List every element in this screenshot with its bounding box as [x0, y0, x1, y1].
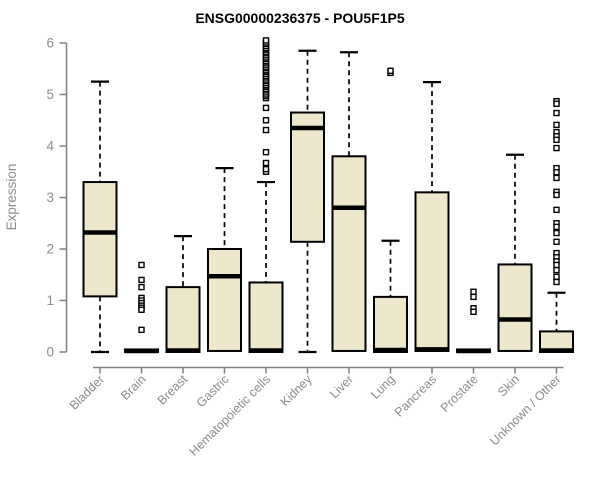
outlier-point-unknown-other: [553, 136, 560, 144]
plot-area: 0 1 2 3 4 5 6 Bladder Brain Breast GastricHematopo…: [46, 36, 574, 459]
box-lung: [373, 295, 408, 353]
outlier-point-brain: [138, 306, 145, 313]
x-tick-label-skin: Skin: [495, 372, 522, 399]
box-liver: [331, 155, 367, 352]
x-tick-label-kidney: Kidney: [278, 372, 315, 409]
outlier-point-unknown-other: [553, 261, 560, 269]
outlier-point-hematopoietic-cells: [262, 148, 270, 156]
y-tick-label: 0: [46, 345, 54, 360]
box-pancreas: [414, 191, 450, 352]
outlier-point-lung: [387, 67, 394, 75]
outlier-point-unknown-other: [553, 144, 560, 152]
outlier-point-hematopoietic-cells: [262, 159, 270, 167]
x-tick-label-hematopoietic-cells: Hematopoietic cells: [187, 372, 274, 459]
outlier-point-unknown-other: [553, 273, 560, 281]
outlier-point-hematopoietic-cells: [262, 117, 270, 124]
outlier-point-unknown-other: [553, 238, 560, 245]
x-tick-label-bladder: Bladder: [67, 372, 107, 412]
chart-title: ENSG00000236375 - POU5F1P5: [195, 10, 405, 26]
box-kidney: [290, 111, 325, 243]
outlier-point-brain: [138, 326, 145, 334]
outlier-point-unknown-other: [553, 100, 560, 107]
y-tick-label: 4: [46, 139, 54, 154]
outlier-point-hematopoietic-cells: [262, 104, 270, 112]
outlier-point-brain: [138, 276, 145, 284]
y-tick-label: 2: [46, 242, 54, 257]
x-tick-label-pancreas: Pancreas: [392, 372, 439, 419]
outlier-point-prostate: [470, 288, 477, 295]
y-axis-label: Expression: [4, 164, 19, 231]
x-tick-label-gastric: Gastric: [194, 372, 232, 410]
box-breast: [165, 286, 201, 353]
outlier-point-hematopoietic-cells: [262, 165, 270, 173]
x-tick-label-unknown-other: Unknown / Other: [487, 372, 563, 448]
y-tick-label: 3: [46, 190, 54, 205]
outlier-point-unknown-other: [553, 109, 560, 117]
outlier-point-unknown-other: [553, 278, 560, 286]
y-tick-label: 1: [46, 293, 54, 308]
box-bladder: [82, 181, 118, 298]
outlier-point-hematopoietic-cells: [262, 37, 270, 44]
y-tick-label: 5: [46, 87, 54, 102]
outlier-point-brain: [138, 283, 145, 291]
outlier-point-unknown-other: [553, 206, 560, 214]
x-tick-label-liver: Liver: [327, 372, 356, 401]
outlier-point-unknown-other: [553, 266, 560, 274]
x-tick-label-prostate: Prostate: [438, 372, 481, 415]
outlier-point-unknown-other: [553, 191, 560, 199]
outlier-point-prostate: [470, 293, 477, 301]
y-tick-label: 6: [46, 36, 54, 51]
x-tick-label-lung: Lung: [368, 372, 398, 402]
box-skin: [497, 263, 533, 352]
outlier-point-unknown-other: [553, 223, 560, 231]
x-tick-label-breast: Breast: [155, 372, 191, 408]
outlier-point-brain: [138, 261, 145, 269]
outlier-point-unknown-other: [553, 121, 560, 129]
box-gastric: [207, 248, 242, 352]
box-hematopoietic-cells: [248, 281, 284, 354]
outlier-point-hematopoietic-cells: [262, 126, 270, 134]
outlier-point-unknown-other: [553, 229, 560, 237]
outlier-point-unknown-other: [553, 174, 560, 182]
x-tick-label-brain: Brain: [118, 372, 149, 403]
outlier-point-unknown-other: [553, 169, 560, 176]
outlier-point-prostate: [470, 308, 477, 316]
